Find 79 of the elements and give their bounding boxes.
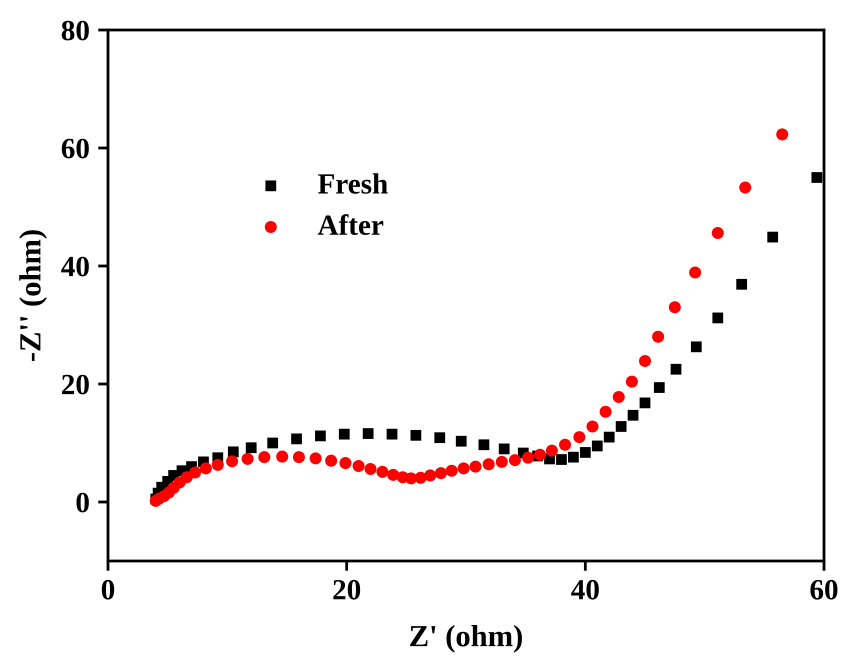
point (712, 226, 724, 239)
point (668, 301, 681, 314)
x-tick-label: 60 (810, 580, 838, 600)
point (276, 450, 288, 463)
point (556, 454, 567, 465)
point (580, 447, 591, 458)
point (242, 452, 254, 465)
x-axis-title: Z' (ohm) (410, 624, 522, 653)
point (212, 458, 224, 471)
x-tick-label: 40 (571, 580, 599, 600)
point (189, 466, 202, 479)
y-tick-label: 0 (76, 492, 89, 512)
point (376, 466, 388, 478)
point (654, 382, 665, 393)
point (267, 438, 278, 448)
point (410, 430, 422, 441)
point (534, 448, 546, 461)
point (292, 451, 305, 464)
point (458, 462, 470, 474)
point (690, 341, 702, 352)
point (364, 462, 377, 475)
legend-label: After (318, 214, 384, 235)
legend-label: Fresh (318, 173, 388, 194)
point (456, 436, 467, 447)
point (616, 421, 627, 432)
point (652, 330, 664, 343)
point (496, 456, 508, 468)
point (546, 444, 558, 457)
point (776, 128, 788, 140)
point (258, 451, 270, 464)
point (586, 420, 599, 432)
point (604, 432, 615, 442)
point (470, 460, 482, 473)
point (338, 428, 350, 440)
point (482, 458, 495, 470)
y-tick-label: 60 (62, 138, 89, 158)
point (362, 428, 374, 439)
point (386, 428, 398, 440)
point (246, 442, 257, 454)
point (626, 376, 638, 388)
y-tick-label: 80 (62, 20, 89, 40)
point (434, 467, 447, 480)
point (291, 433, 302, 444)
point (739, 182, 752, 194)
point (226, 455, 238, 468)
point (387, 468, 400, 481)
point (612, 390, 625, 403)
point (736, 278, 748, 290)
point (638, 354, 652, 368)
point (592, 440, 603, 452)
point (498, 444, 510, 454)
point (434, 432, 446, 444)
point (424, 469, 436, 482)
point (310, 452, 322, 464)
point (559, 438, 572, 451)
point (522, 452, 534, 464)
point (811, 172, 822, 183)
point (712, 312, 724, 324)
point (600, 406, 612, 418)
x-tick-label: 0 (102, 580, 114, 600)
point (640, 398, 650, 408)
point (339, 457, 352, 470)
y-tick-label: 40 (61, 256, 89, 276)
point (446, 464, 458, 477)
point (315, 430, 326, 442)
y-axis-title: -Z'' (ohm) (19, 230, 47, 362)
point (568, 452, 579, 463)
point (352, 460, 365, 472)
x-tick-label: 20 (333, 580, 360, 600)
point (478, 439, 490, 450)
y-tick-label: 20 (62, 374, 89, 394)
point (670, 364, 682, 375)
point (689, 266, 702, 279)
point (573, 431, 586, 444)
point (767, 232, 778, 242)
point (200, 462, 212, 474)
point (325, 454, 338, 467)
point (628, 410, 638, 421)
point (508, 454, 521, 466)
